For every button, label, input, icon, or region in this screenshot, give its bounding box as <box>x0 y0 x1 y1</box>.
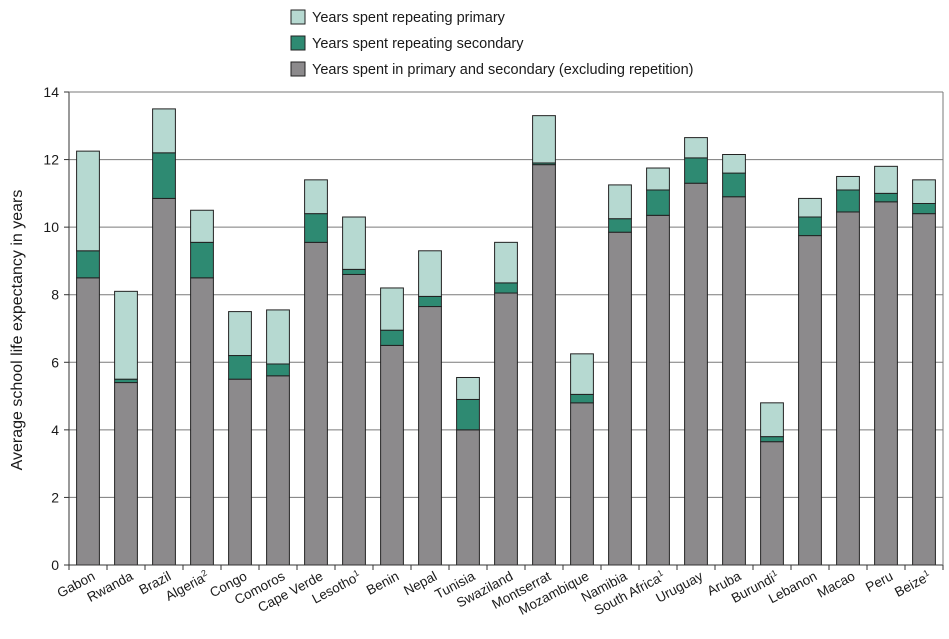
bar-segment <box>874 165 898 194</box>
bar-segment <box>76 277 100 566</box>
bar-segment <box>266 363 290 377</box>
y-axis-title: Average school life expectancy in years <box>9 190 26 471</box>
bar-segment <box>418 295 442 308</box>
bar-segment <box>266 375 290 566</box>
legend-label: Years spent repeating secondary <box>312 36 524 52</box>
bar-segment <box>874 192 898 203</box>
bar-segment <box>608 184 632 220</box>
bar-segment <box>798 216 822 237</box>
bar-segment <box>190 241 214 279</box>
bar-segment <box>152 197 176 566</box>
bar-segment <box>380 329 404 346</box>
bar-segment <box>342 273 366 566</box>
legend-label: Years spent in primary and secondary (ex… <box>312 62 694 78</box>
bar-segment <box>684 182 708 566</box>
bar-segment <box>456 429 480 566</box>
bar-segment <box>646 214 670 566</box>
bar-segment <box>684 137 708 159</box>
legend-label: Years spent repeating primary <box>312 10 506 26</box>
bar-segment <box>494 241 518 284</box>
y-tick-label: 10 <box>43 219 59 235</box>
bar-segment <box>570 402 594 566</box>
bar-segment <box>190 209 214 243</box>
bar-segment <box>152 152 176 199</box>
bar-segment <box>798 235 822 566</box>
bar-segment <box>304 241 328 566</box>
bar-segment <box>304 179 328 215</box>
bar-segment <box>76 150 100 252</box>
bar-segment <box>722 154 746 174</box>
bar-segment <box>722 196 746 566</box>
y-tick-label: 14 <box>43 84 59 100</box>
bar-segment <box>722 172 746 198</box>
bar-segment <box>608 231 632 566</box>
legend-swatch <box>290 9 306 25</box>
y-tick-label: 8 <box>51 287 59 303</box>
bar-segment <box>304 213 328 243</box>
y-tick-label: 4 <box>51 422 59 438</box>
x-tick-label: Macao <box>815 568 858 600</box>
bar-segment <box>114 382 138 566</box>
axes <box>68 91 944 566</box>
bar-segment <box>494 282 518 294</box>
bar-segment <box>760 402 784 438</box>
y-tick-label: 0 <box>51 557 59 573</box>
bar-segment <box>494 292 518 566</box>
bar-segment <box>456 398 480 431</box>
bar-segment <box>114 378 138 384</box>
bar-segment <box>760 441 784 566</box>
bar-segment <box>570 353 594 395</box>
bar-segment <box>874 201 898 566</box>
bar-segment <box>380 344 404 566</box>
bar-segment <box>532 164 556 566</box>
bar-segment <box>836 211 860 566</box>
x-tick-label: Peru <box>863 568 895 595</box>
bar-segment <box>228 355 252 380</box>
bar-segment <box>76 250 100 279</box>
bar-segment <box>418 250 442 297</box>
x-tick-label: Algeria2 <box>162 568 211 604</box>
y-tick-label: 2 <box>51 489 59 505</box>
y-tick-label: 12 <box>43 152 59 168</box>
bar-segment <box>456 376 480 400</box>
legend-swatch <box>290 35 306 51</box>
legend-swatch <box>290 61 306 77</box>
bar-segment <box>380 287 404 331</box>
bar-segment <box>342 216 366 270</box>
bar-segment <box>532 115 556 164</box>
bar-segment <box>646 189 670 216</box>
x-tick-label: Nepal <box>401 568 439 598</box>
bar-segment <box>608 218 632 233</box>
bar-segment <box>190 277 214 566</box>
x-tick-label: Benin <box>364 568 402 597</box>
bar-segment <box>570 393 594 404</box>
bar-segment <box>684 157 708 184</box>
bar-segment <box>228 311 252 357</box>
y-axis-ticks: 0 2 4 6 8 10 12 14 <box>43 84 69 573</box>
legend: Years spent repeating primary Years spent… <box>290 9 694 78</box>
bar-segment <box>342 268 366 275</box>
bar-segment <box>836 175 860 191</box>
y-tick-label: 6 <box>51 354 59 370</box>
bar-segment <box>912 213 936 566</box>
bars <box>76 108 936 566</box>
bar-segment <box>912 202 936 215</box>
bar-segment <box>912 179 936 204</box>
bar-segment <box>114 290 138 380</box>
bar-segment <box>266 309 290 365</box>
bar-segment <box>798 197 822 218</box>
x-tick-label: Beize1 <box>892 568 934 600</box>
bar-segment <box>152 108 176 154</box>
bar-segment <box>836 189 860 213</box>
bar-segment <box>760 436 784 443</box>
bar-segment <box>646 167 670 191</box>
bar-segment <box>228 378 252 566</box>
bar-segment <box>418 306 442 566</box>
